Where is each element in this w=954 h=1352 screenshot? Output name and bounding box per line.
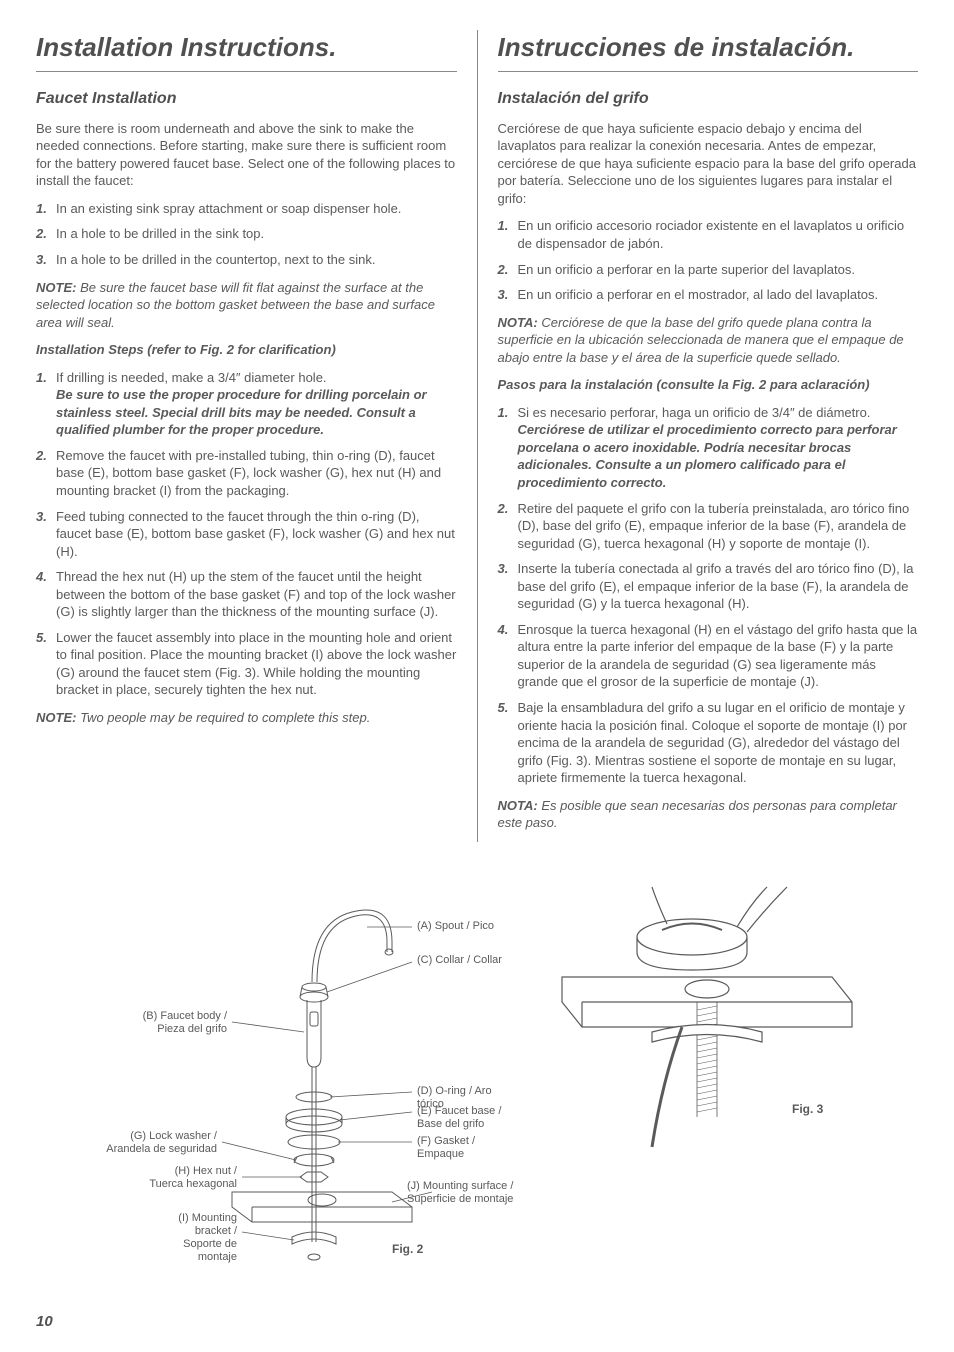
left-steps-list: If drilling is needed, make a 3/4″ diame…	[36, 369, 457, 699]
list-item: Inserte la tubería conectada al grifo a …	[498, 560, 919, 613]
list-item: Retire del paquete el grifo con la tuber…	[498, 500, 919, 553]
right-steps-list: Si es necesario perforar, haga un orific…	[498, 404, 919, 787]
list-item: Feed tubing connected to the faucet thro…	[36, 508, 457, 561]
label-a: (A) Spout / Pico	[417, 920, 494, 933]
right-note2: NOTA: Es posible que sean necesarias dos…	[498, 797, 919, 832]
list-item: En un orificio accesorio rociador existe…	[498, 217, 919, 252]
label-f: (F) Gasket / Empaque	[417, 1135, 512, 1161]
label-h: (H) Hex nut / Tuerca hexagonal	[142, 1165, 237, 1191]
right-note1: NOTA: Cerciórese de que la base del grif…	[498, 314, 919, 367]
right-steps-header: Pasos para la instalación (consulte la F…	[498, 376, 919, 394]
right-intro: Cerciórese de que haya suficiente espaci…	[498, 120, 919, 208]
right-title: Instrucciones de instalación.	[498, 30, 919, 65]
label-i: (I) Mounting bracket / Soporte de montaj…	[162, 1212, 237, 1265]
divider	[498, 71, 919, 72]
list-item: Lower the faucet assembly into place in …	[36, 629, 457, 699]
label-g: (G) Lock washer / Arandela de seguridad	[92, 1130, 217, 1156]
left-subtitle: Faucet Installation	[36, 88, 457, 110]
left-title: Installation Instructions.	[36, 30, 457, 65]
fig3-caption: Fig. 3	[792, 1102, 823, 1116]
figure-2: (A) Spout / Pico (C) Collar / Collar (B)…	[92, 882, 512, 1282]
list-item: Enrosque la tuerca hexagonal (H) en el v…	[498, 621, 919, 691]
fig2-caption: Fig. 2	[392, 1242, 423, 1256]
label-e: (E) Faucet base / Base del grifo	[417, 1105, 512, 1131]
fig3-svg	[542, 882, 862, 1162]
list-item: Si es necesario perforar, haga un orific…	[498, 404, 919, 492]
left-intro: Be sure there is room underneath and abo…	[36, 120, 457, 190]
left-note2: NOTE: Two people may be required to comp…	[36, 709, 457, 727]
fig2-svg	[92, 882, 512, 1282]
right-places-list: En un orificio accesorio rociador existe…	[498, 217, 919, 303]
list-item: In an existing sink spray attachment or …	[36, 200, 457, 218]
list-item: En un orificio a perforar en el mostrado…	[498, 286, 919, 304]
list-item: If drilling is needed, make a 3/4″ diame…	[36, 369, 457, 439]
label-j: (J) Mounting surface / Superficie de mon…	[407, 1180, 517, 1206]
left-steps-header: Installation Steps (refer to Fig. 2 for …	[36, 341, 457, 359]
list-item: Baje la ensambladura del grifo a su luga…	[498, 699, 919, 787]
label-c: (C) Collar / Collar	[417, 954, 502, 967]
list-item: Remove the faucet with pre-installed tub…	[36, 447, 457, 500]
left-places-list: In an existing sink spray attachment or …	[36, 200, 457, 269]
right-subtitle: Instalación del grifo	[498, 88, 919, 110]
page-number: 10	[36, 1312, 918, 1332]
list-item: In a hole to be drilled in the sink top.	[36, 225, 457, 243]
figure-3: Fig. 3	[542, 882, 862, 1202]
list-item: En un orificio a perforar en la parte su…	[498, 261, 919, 279]
label-b: (B) Faucet body / Pieza del grifo	[132, 1010, 227, 1036]
left-note1: NOTE: Be sure the faucet base will fit f…	[36, 279, 457, 332]
divider	[36, 71, 457, 72]
list-item: In a hole to be drilled in the counterto…	[36, 251, 457, 269]
figures-area: (A) Spout / Pico (C) Collar / Collar (B)…	[36, 882, 918, 1282]
list-item: Thread the hex nut (H) up the stem of th…	[36, 568, 457, 621]
